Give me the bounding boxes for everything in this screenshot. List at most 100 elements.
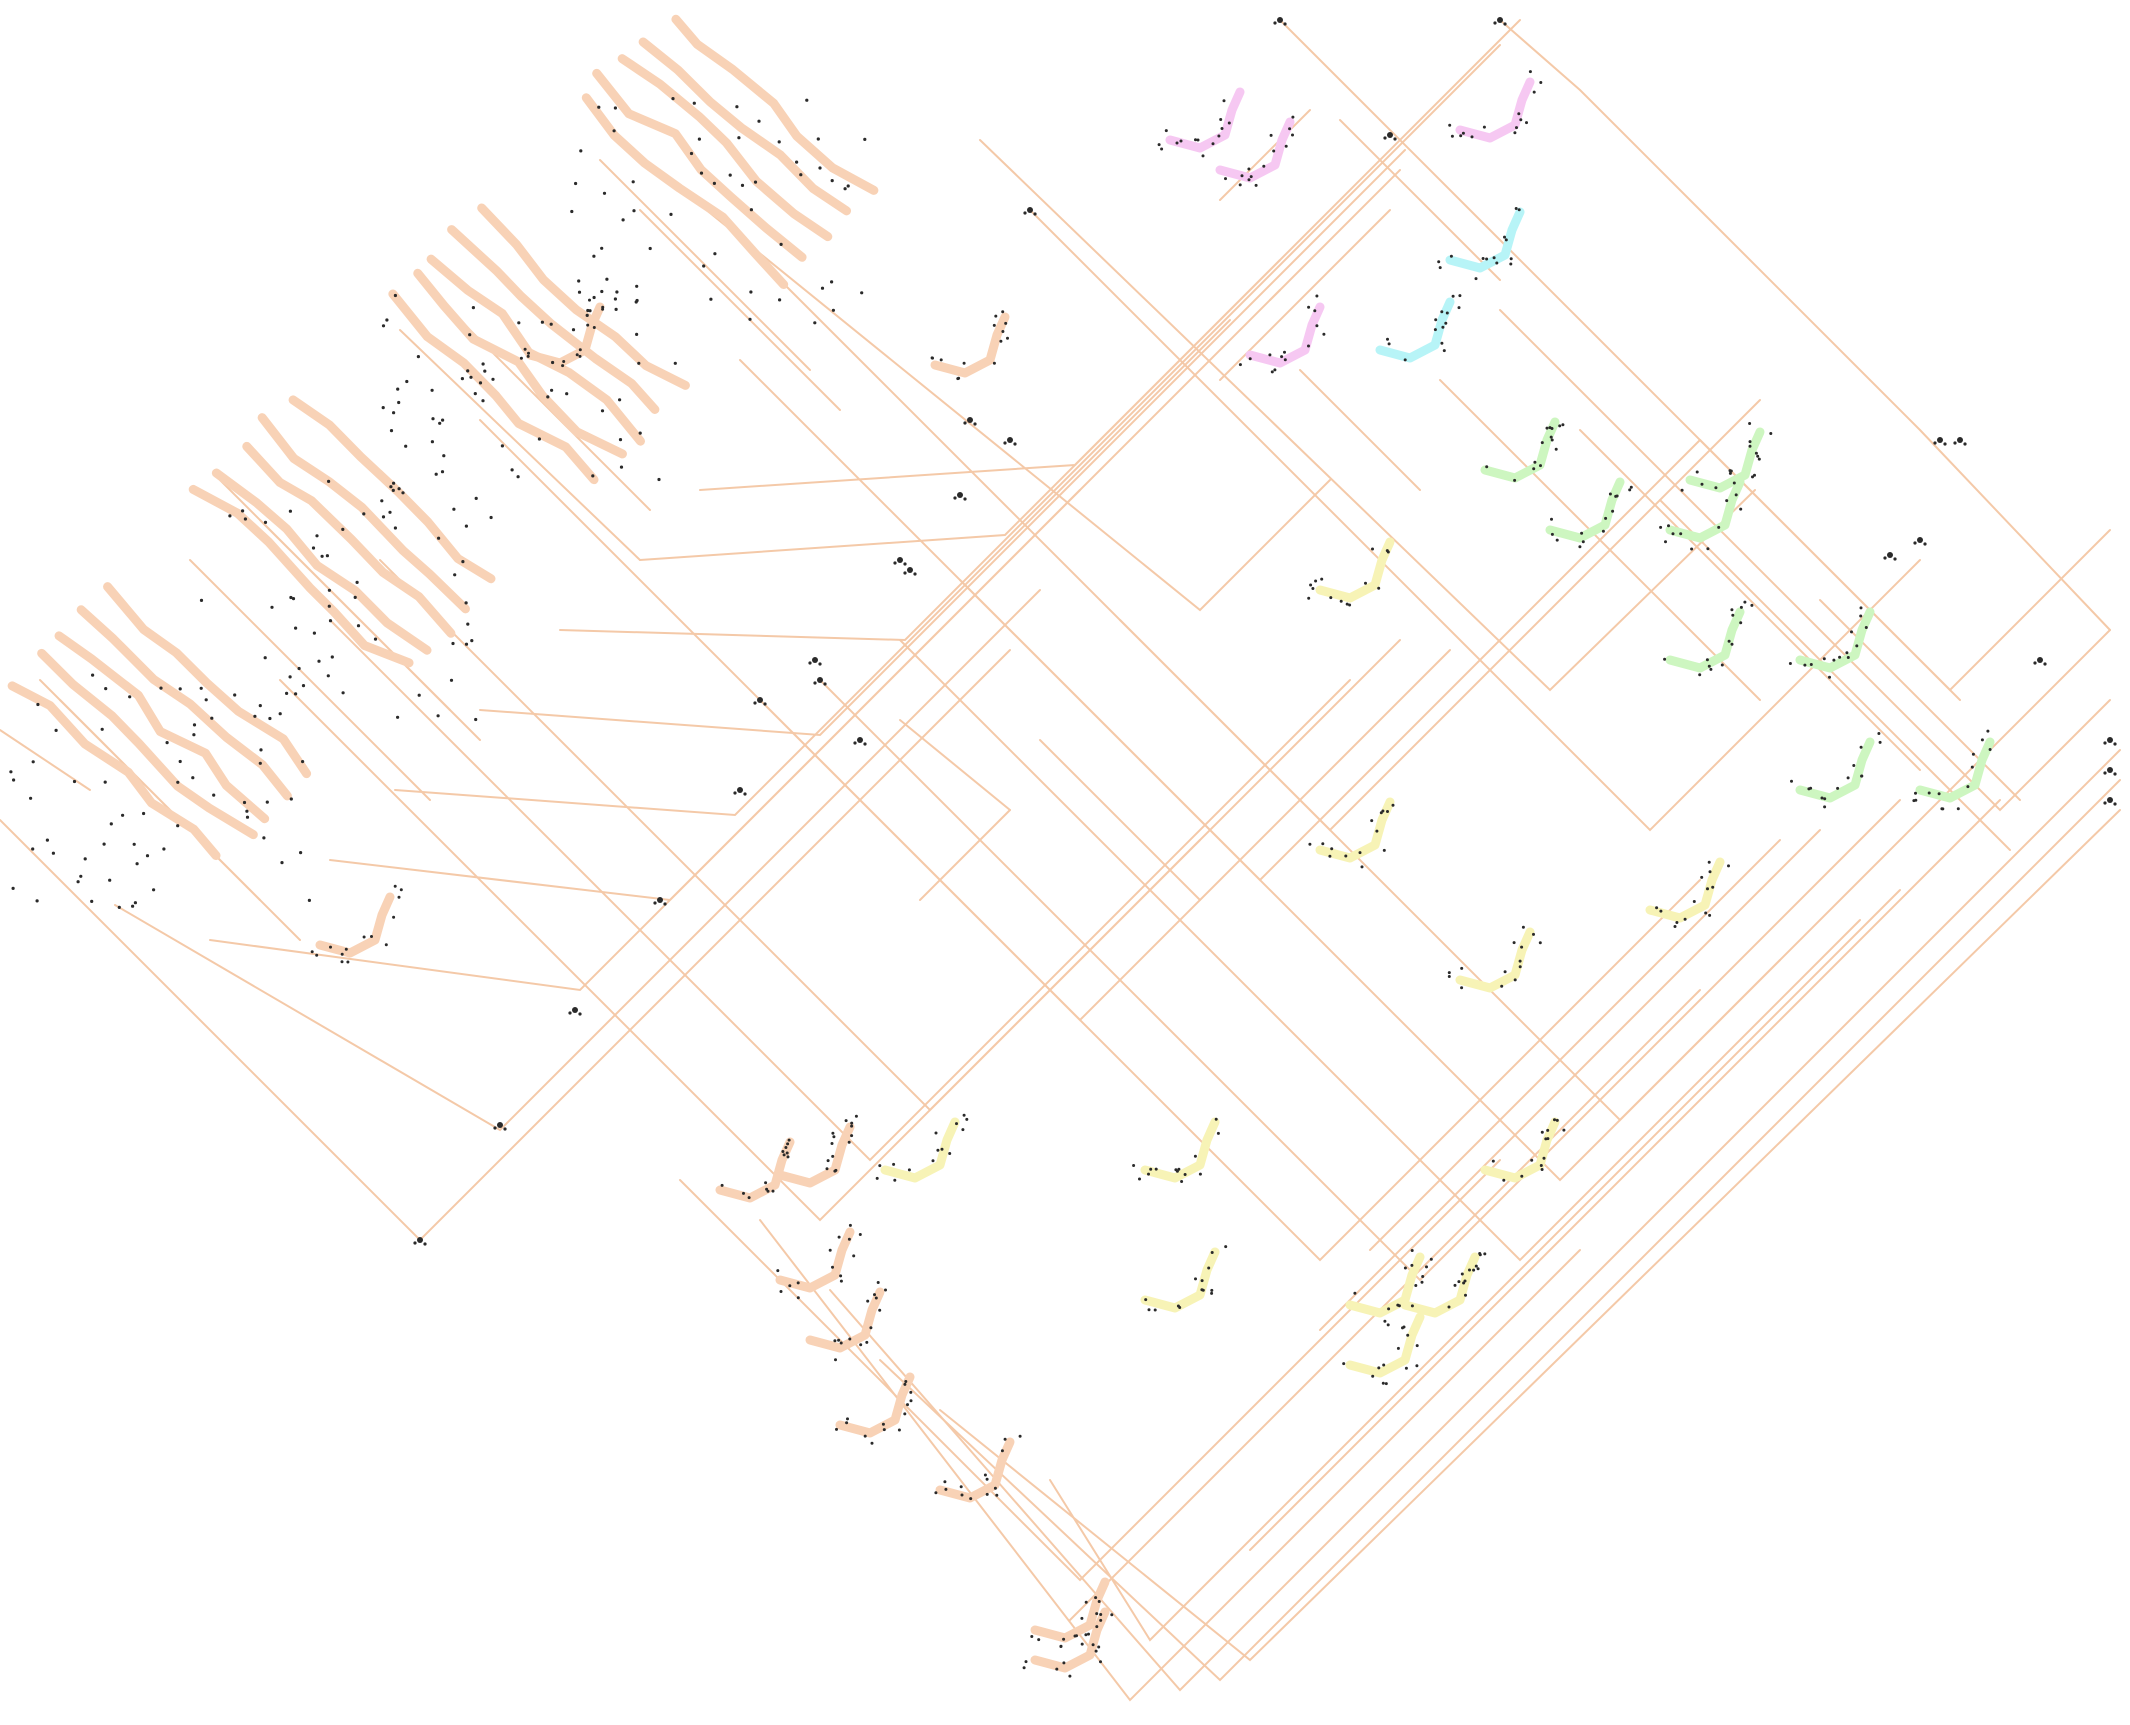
node-dot xyxy=(1532,90,1536,94)
node-dot xyxy=(268,716,272,721)
node-dot xyxy=(245,809,249,813)
wire-56 xyxy=(1659,499,2011,851)
junction-marker xyxy=(1387,132,1393,138)
wire-13 xyxy=(1499,19,2111,631)
junction-marker xyxy=(1023,211,1027,215)
node-dot xyxy=(1756,454,1760,458)
node-dot xyxy=(1739,605,1743,609)
node-dot xyxy=(934,1131,938,1135)
node-dot xyxy=(328,619,333,623)
node-dot xyxy=(1284,144,1288,148)
node-dot xyxy=(850,1121,854,1125)
node-dot xyxy=(1679,532,1683,536)
node-dot xyxy=(615,290,619,294)
node-dot xyxy=(1554,447,1558,451)
wire-1 xyxy=(114,589,1041,1132)
node-dot xyxy=(1485,465,1489,469)
node-dot xyxy=(1401,1326,1404,1330)
cluster-stroke xyxy=(388,289,599,485)
node-dot xyxy=(863,1434,867,1438)
node-dot xyxy=(1001,310,1005,314)
node-dot xyxy=(1659,909,1663,913)
node-dot xyxy=(1519,118,1523,122)
node-dot xyxy=(1307,305,1311,309)
node-dot xyxy=(1386,810,1389,813)
node-dot xyxy=(341,527,345,532)
node-dot xyxy=(1731,613,1735,617)
node-dot xyxy=(839,1279,843,1283)
node-dot xyxy=(697,137,702,141)
node-dot xyxy=(280,861,284,865)
node-dot xyxy=(999,339,1003,343)
node-dot xyxy=(1739,507,1743,511)
cluster-block-34 xyxy=(1140,1117,1220,1183)
node-dot xyxy=(878,1308,882,1312)
node-dot xyxy=(753,180,758,184)
node-dot xyxy=(1788,662,1792,665)
node-dot xyxy=(353,595,357,600)
node-dot xyxy=(1460,986,1464,990)
node-dot xyxy=(828,1248,832,1252)
node-dot xyxy=(1474,1264,1478,1268)
node-dot xyxy=(875,1176,879,1180)
node-dot xyxy=(1414,1284,1418,1287)
node-dot xyxy=(527,351,530,355)
node-dot xyxy=(315,953,319,957)
node-dot xyxy=(1601,529,1605,533)
node-dot xyxy=(936,1148,940,1152)
node-dot xyxy=(859,1343,863,1347)
node-dot xyxy=(903,1412,907,1416)
node-dot xyxy=(241,509,245,513)
cluster-stroke xyxy=(1030,1577,1110,1643)
cluster-stroke xyxy=(1795,607,1875,673)
node-dot xyxy=(301,684,306,688)
cluster-stroke xyxy=(1345,1312,1425,1378)
wire-8 xyxy=(699,19,1521,491)
junction-marker xyxy=(578,1012,582,1016)
node-dot xyxy=(1322,332,1326,336)
node-dot xyxy=(830,1142,834,1145)
node-dot xyxy=(1099,1618,1103,1622)
node-dot xyxy=(1743,600,1747,604)
node-dot xyxy=(1344,854,1348,858)
node-dot xyxy=(748,317,752,321)
node-dot xyxy=(940,1147,944,1151)
node-dot xyxy=(635,298,639,303)
node-dot xyxy=(860,291,864,295)
node-dot xyxy=(1387,1307,1391,1311)
node-dot xyxy=(344,947,348,951)
node-dot xyxy=(270,605,274,609)
node-dot xyxy=(1308,842,1312,846)
node-dot xyxy=(657,477,661,482)
node-dot xyxy=(1238,363,1242,367)
node-dot xyxy=(327,588,331,592)
node-dot xyxy=(523,347,527,351)
node-dot xyxy=(12,778,16,782)
node-dot xyxy=(263,520,268,525)
node-dot xyxy=(437,536,441,540)
node-dot xyxy=(1183,1173,1187,1176)
node-dot xyxy=(1196,138,1200,142)
node-dot xyxy=(121,813,125,817)
junction-marker xyxy=(2043,662,2047,666)
node-dot xyxy=(362,935,366,939)
node-dot xyxy=(1491,1159,1495,1163)
node-dot xyxy=(870,1441,874,1445)
node-dot xyxy=(1149,1167,1153,1171)
node-dot xyxy=(526,354,530,358)
cluster-block-28 xyxy=(1685,427,1765,493)
node-dot xyxy=(1080,1616,1084,1620)
node-dot xyxy=(1539,1164,1543,1167)
node-dot xyxy=(1313,309,1317,313)
wire-49 xyxy=(639,209,841,411)
node-dot xyxy=(399,888,403,892)
node-dot xyxy=(1291,115,1295,119)
cluster-stroke xyxy=(1445,207,1525,273)
node-dot xyxy=(835,1427,838,1431)
node-dot xyxy=(852,1254,856,1258)
node-dot xyxy=(228,514,232,518)
node-dot xyxy=(1425,1265,1428,1269)
node-dot xyxy=(1700,482,1704,486)
node-dot xyxy=(846,1417,849,1421)
junction-marker xyxy=(497,1122,503,1128)
